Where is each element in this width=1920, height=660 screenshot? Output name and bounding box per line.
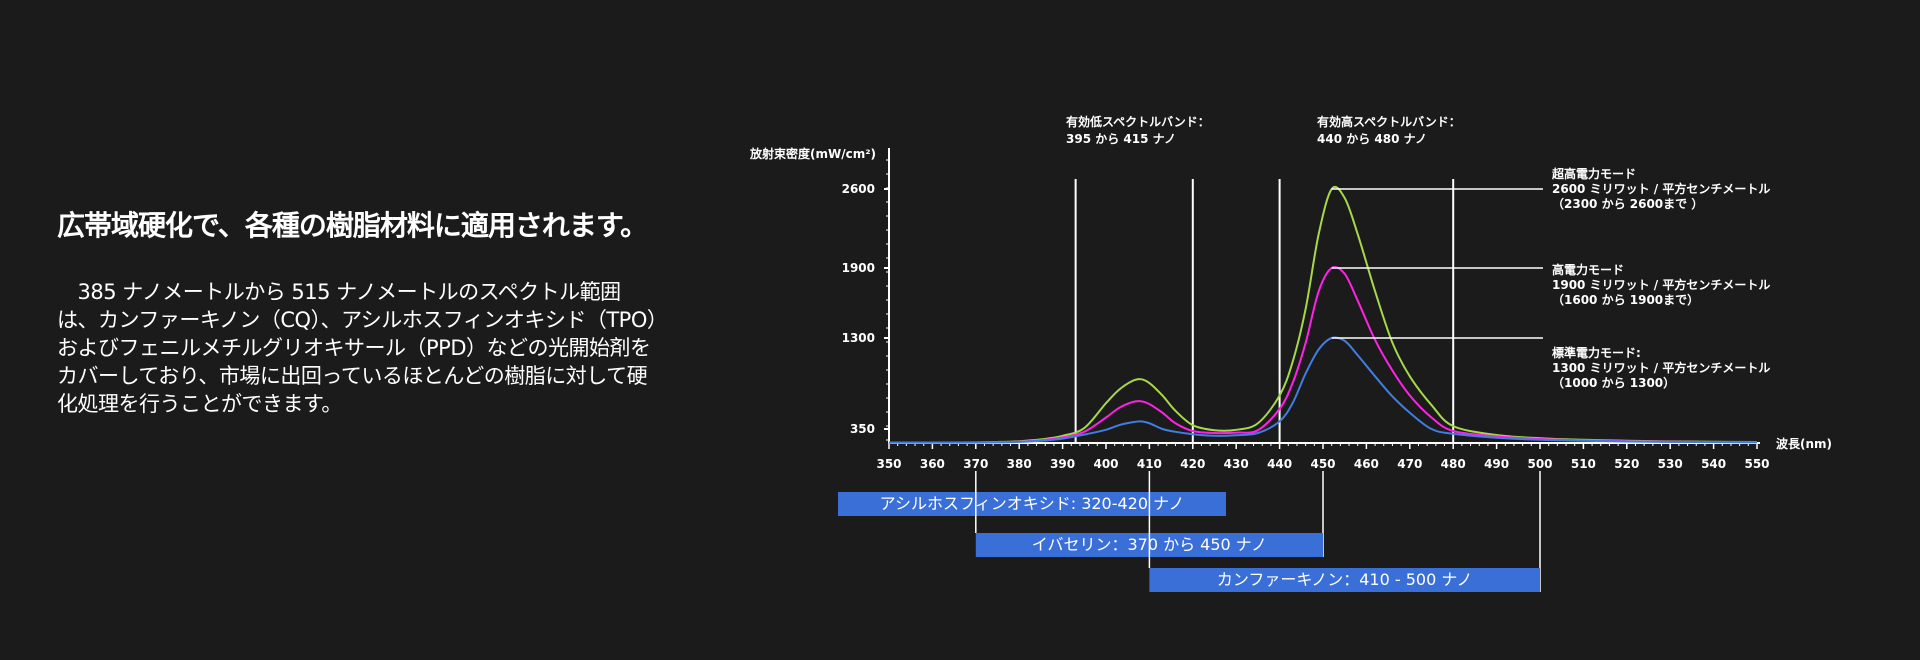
x-tick-label: 470	[1397, 457, 1422, 471]
mode-label: 1300 ミリワット / 平方センチメートル	[1552, 360, 1770, 375]
y-tick-label: 350	[850, 422, 875, 436]
range-bar-label: アシルホスフィンオキシド: 320-420 ナノ	[880, 494, 1185, 513]
mode-label: 超高電力モード	[1551, 166, 1636, 181]
y-tick-label: 1300	[842, 331, 875, 345]
x-tick-label: 530	[1658, 457, 1683, 471]
mode-label: （1600 から 1900まで）	[1552, 292, 1699, 307]
x-tick-label: 550	[1744, 457, 1769, 471]
mode-label: （2300 から 2600まで ）	[1552, 196, 1703, 211]
x-tick-label: 490	[1484, 457, 1509, 471]
series-line-0	[888, 185, 1758, 444]
series-line-2	[888, 336, 1758, 444]
x-tick-label: 480	[1441, 457, 1466, 471]
x-tick-label: 420	[1180, 457, 1205, 471]
x-tick-label: 520	[1614, 457, 1639, 471]
band-label-range: 395 から 415 ナノ	[1066, 132, 1176, 146]
range-bar	[838, 492, 1226, 516]
x-tick-label: 540	[1701, 457, 1726, 471]
x-tick-label: 380	[1007, 457, 1032, 471]
band-label-title: 有効高スペクトルバンド：	[1317, 114, 1461, 129]
series-line-1	[888, 265, 1758, 444]
x-tick-label: 450	[1310, 457, 1335, 471]
mode-label: 高電力モード	[1552, 262, 1624, 277]
x-tick-label: 430	[1224, 457, 1249, 471]
x-tick-label: 410	[1137, 457, 1162, 471]
x-tick-label: 400	[1093, 457, 1118, 471]
x-tick-label: 460	[1354, 457, 1379, 471]
mode-label: （1000 から 1300）	[1552, 375, 1675, 390]
band-label-range: 440 から 480 ナノ	[1317, 132, 1427, 146]
x-tick-label: 500	[1527, 457, 1552, 471]
x-tick-label: 370	[963, 457, 988, 471]
x-tick-label: 350	[876, 457, 901, 471]
mode-label: 2600 ミリワット / 平方センチメートル	[1552, 181, 1770, 196]
y-tick-label: 2600	[842, 182, 875, 196]
headline: 広帯域硬化で、各種の樹脂材料に適用されます。	[57, 209, 648, 242]
mode-label: 1900 ミリワット / 平方センチメートル	[1552, 277, 1770, 292]
x-tick-label: 360	[920, 457, 945, 471]
y-axis-label: 放射束密度(mW/cm²)	[749, 146, 876, 161]
x-axis-label: 波長(nm)	[1776, 436, 1832, 451]
x-tick-label: 510	[1571, 457, 1596, 471]
band-label-title: 有効低スペクトルバンド：	[1066, 114, 1210, 129]
x-tick-label: 440	[1267, 457, 1292, 471]
range-bar	[1149, 568, 1540, 592]
x-tick-label: 390	[1050, 457, 1075, 471]
range-bar-label: カンファーキノン：410 - 500 ナノ	[1217, 570, 1473, 589]
description-paragraph: 385 ナノメートルから 515 ナノメートルのスペクトル範囲は、カンファーキノ…	[57, 280, 657, 416]
mode-label: 標準電力モード:	[1552, 345, 1641, 360]
y-tick-label: 1900	[842, 261, 875, 275]
